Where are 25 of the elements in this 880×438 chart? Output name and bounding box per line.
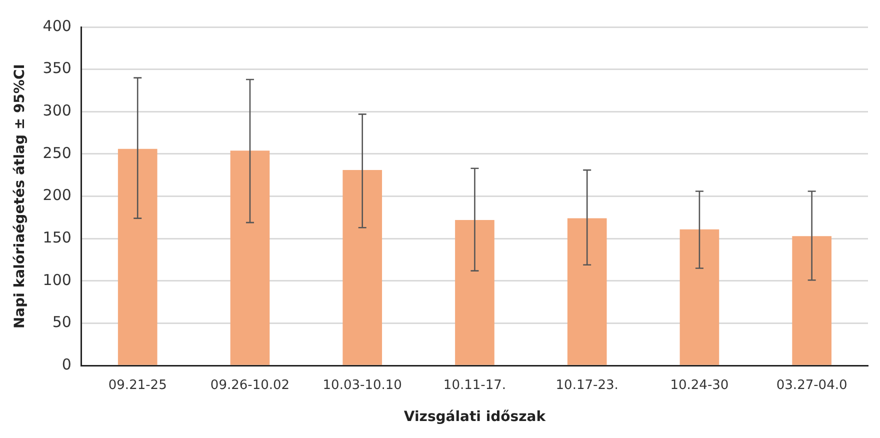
x-tick-label: 10.11-17.: [443, 378, 506, 393]
y-tick-label: 250: [42, 144, 72, 162]
y-tick-label: 400: [42, 16, 72, 35]
bar: [792, 236, 832, 365]
bar: [455, 220, 494, 365]
bar: [680, 229, 720, 365]
bar: [118, 148, 158, 365]
bar: [230, 150, 270, 365]
bar: [567, 218, 607, 365]
x-tick-label: 09.21-25: [108, 378, 167, 393]
x-tick-label: 10.17-23.: [556, 378, 618, 393]
x-tick-label: 09.26-10.02: [210, 378, 290, 393]
y-tick-label: 350: [42, 59, 72, 78]
y-tick-label: 200: [42, 186, 72, 204]
bar: [342, 170, 382, 365]
y-axis-title: Napi kalóriaégetés átlag ± 95%CI: [12, 64, 28, 329]
x-tick-label: 03.27-04.0: [776, 378, 848, 393]
x-axis-title: Vizsgálati időszak: [404, 409, 546, 426]
x-tick-label: 10.03-10.10: [322, 378, 402, 393]
y-tick-label: 100: [42, 270, 72, 289]
x-tick-label: 10.24-30: [670, 378, 729, 393]
y-tick-label: 50: [52, 313, 72, 332]
y-tick-label: 300: [42, 102, 72, 120]
y-tick-label: 150: [42, 228, 72, 247]
y-tick-label: 0: [62, 355, 72, 374]
